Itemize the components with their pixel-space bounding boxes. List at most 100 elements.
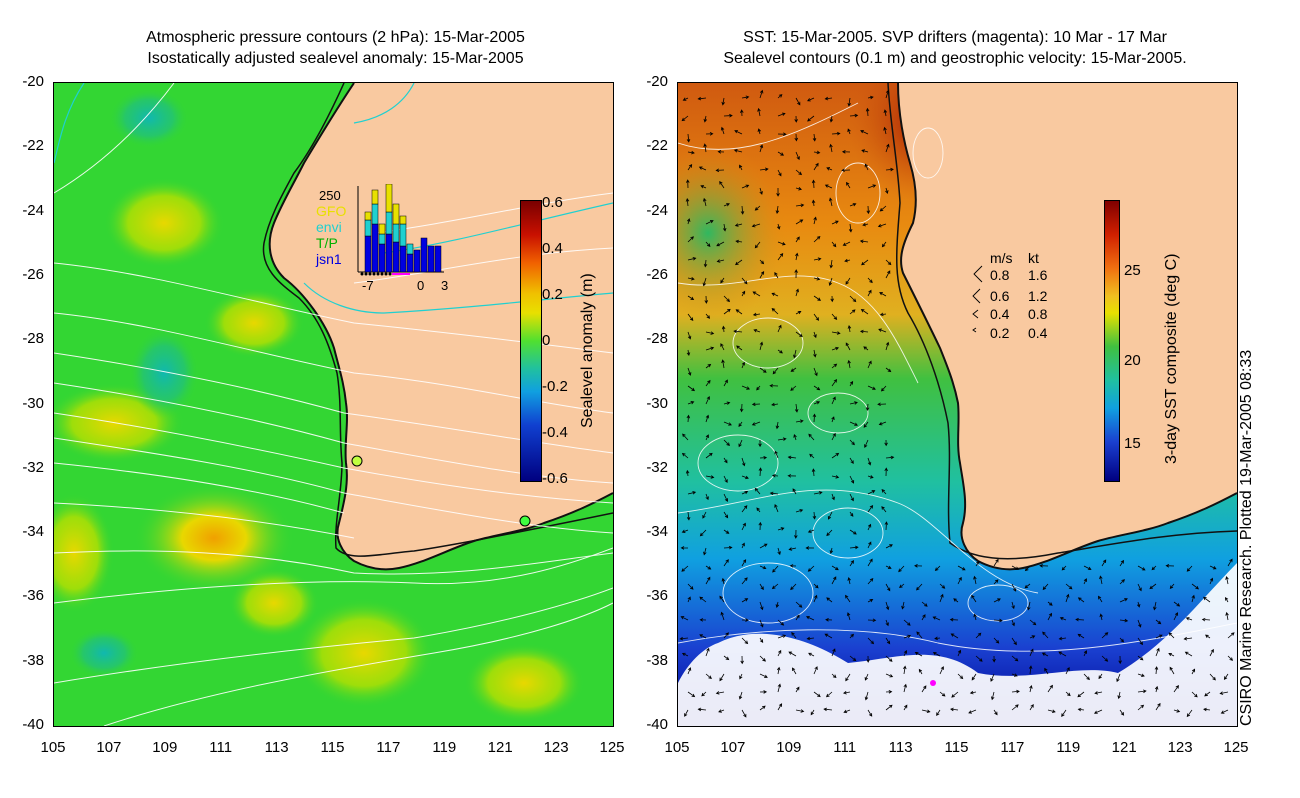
velocity-arrow [903, 619, 911, 626]
x-tick-label: 123 [543, 739, 569, 756]
velocity-arrow [759, 187, 763, 195]
velocity-arrow [914, 564, 923, 568]
velocity-arrow [758, 467, 763, 477]
velocity-arrow [754, 205, 761, 211]
velocity-arrow [756, 385, 761, 391]
velocity-arrow [751, 421, 761, 426]
velocity-arrow [867, 184, 877, 189]
velocity-arrow [751, 402, 761, 407]
velocity-legend-arrows [972, 265, 983, 333]
velocity-arrow [687, 236, 694, 243]
velocity-legend-kt: 0.4 [1028, 325, 1048, 341]
velocity-arrow [1185, 617, 1193, 621]
velocity-arrow [719, 595, 725, 603]
velocity-arrow [687, 331, 692, 340]
velocity-arrow [949, 617, 959, 622]
y-tick-label: -36 [22, 587, 44, 605]
velocity-arrow [790, 583, 797, 591]
velocity-arrow [824, 633, 833, 639]
y-tick-label: -40 [22, 716, 44, 733]
velocity-arrow [687, 276, 695, 281]
velocity-arrow [847, 577, 851, 585]
velocity-arrow [903, 665, 907, 675]
velocity-arrow [805, 616, 815, 621]
velocity-arrow [861, 259, 869, 266]
velocity-arrow [715, 691, 725, 695]
velocity-arrow [993, 558, 999, 567]
x-tick-label: 117 [376, 739, 401, 756]
velocity-arrow [687, 667, 692, 675]
velocity-arrow [1099, 613, 1103, 621]
velocity-arrow [831, 432, 836, 441]
velocity-arrow [788, 547, 797, 551]
velocity-arrow [843, 709, 851, 714]
velocity-arrow [795, 151, 800, 161]
velocity-arrow [687, 163, 693, 171]
x-tick-label: 109 [152, 739, 178, 756]
velocity-arrow [1155, 634, 1163, 639]
velocity-arrow [759, 259, 765, 265]
velocity-arrow [1173, 612, 1179, 621]
velocity-legend-ms: 0.4 [990, 306, 1010, 322]
velocity-arrow [847, 97, 852, 107]
velocity-arrow [807, 529, 815, 533]
velocity-arrow [774, 450, 779, 459]
velocity-arrow [705, 565, 712, 570]
velocity-arrow [757, 128, 762, 135]
velocity-arrow [705, 346, 715, 351]
velocity-arrow [1101, 655, 1109, 662]
velocity-arrow [776, 187, 780, 197]
velocity-arrow [787, 474, 797, 478]
velocity-arrow [757, 107, 761, 117]
velocity-arrow [807, 97, 815, 102]
velocity-arrow [723, 655, 730, 661]
velocity-arrow [831, 346, 840, 351]
velocity-arrow [1220, 709, 1229, 714]
velocity-arrow [1169, 666, 1175, 675]
y-tick-label: -30 [646, 394, 668, 412]
velocity-arrow [824, 184, 833, 189]
velocity-arrow [682, 433, 689, 441]
velocity-arrow [865, 403, 870, 411]
velocity-arrow [813, 216, 817, 225]
velocity-arrow [1191, 594, 1195, 603]
velocity-arrow [878, 328, 887, 333]
velocity-arrow [1116, 673, 1121, 683]
velocity-arrow [1119, 559, 1125, 567]
velocity-arrow [1119, 637, 1125, 643]
velocity-legend-ms: 0.2 [990, 325, 1010, 341]
velocity-arrow [686, 349, 691, 356]
velocity-arrow [739, 164, 743, 171]
velocity-arrow [1083, 578, 1088, 585]
velocity-arrow [741, 95, 750, 100]
velocity-arrow [831, 648, 836, 657]
velocity-arrow [1047, 684, 1053, 693]
inset-legend-envi: envi [316, 219, 342, 235]
velocity-arrow [738, 421, 743, 428]
velocity-arrow [885, 143, 890, 153]
velocity-arrow [877, 223, 887, 228]
velocity-arrow [1059, 617, 1067, 621]
velocity-arrow [775, 421, 780, 430]
velocity-arrow [881, 489, 887, 495]
inset-legend-jsn1: jsn1 [316, 251, 342, 267]
velocity-arrow [759, 601, 764, 611]
x-tick-label: 121 [1111, 739, 1137, 756]
velocity-arrow [885, 601, 890, 611]
velocity-arrow [697, 707, 707, 712]
velocity-arrow [723, 529, 730, 534]
velocity-arrow [703, 197, 707, 207]
velocity-arrow [826, 167, 833, 171]
velocity-arrow [1209, 565, 1217, 570]
velocity-arrow [759, 144, 764, 153]
velocity-arrow [777, 112, 786, 117]
inset-x-tick: 0 [417, 278, 425, 293]
velocity-arrow [813, 295, 822, 301]
x-tick-label: 105 [40, 739, 66, 756]
velocity-arrow [1011, 583, 1017, 592]
velocity-arrow [867, 360, 872, 369]
velocity-arrow [885, 341, 890, 351]
colorbar-tick: -0.4 [542, 424, 568, 441]
x-tick-label: 125 [599, 739, 625, 756]
velocity-arrow [684, 709, 689, 717]
